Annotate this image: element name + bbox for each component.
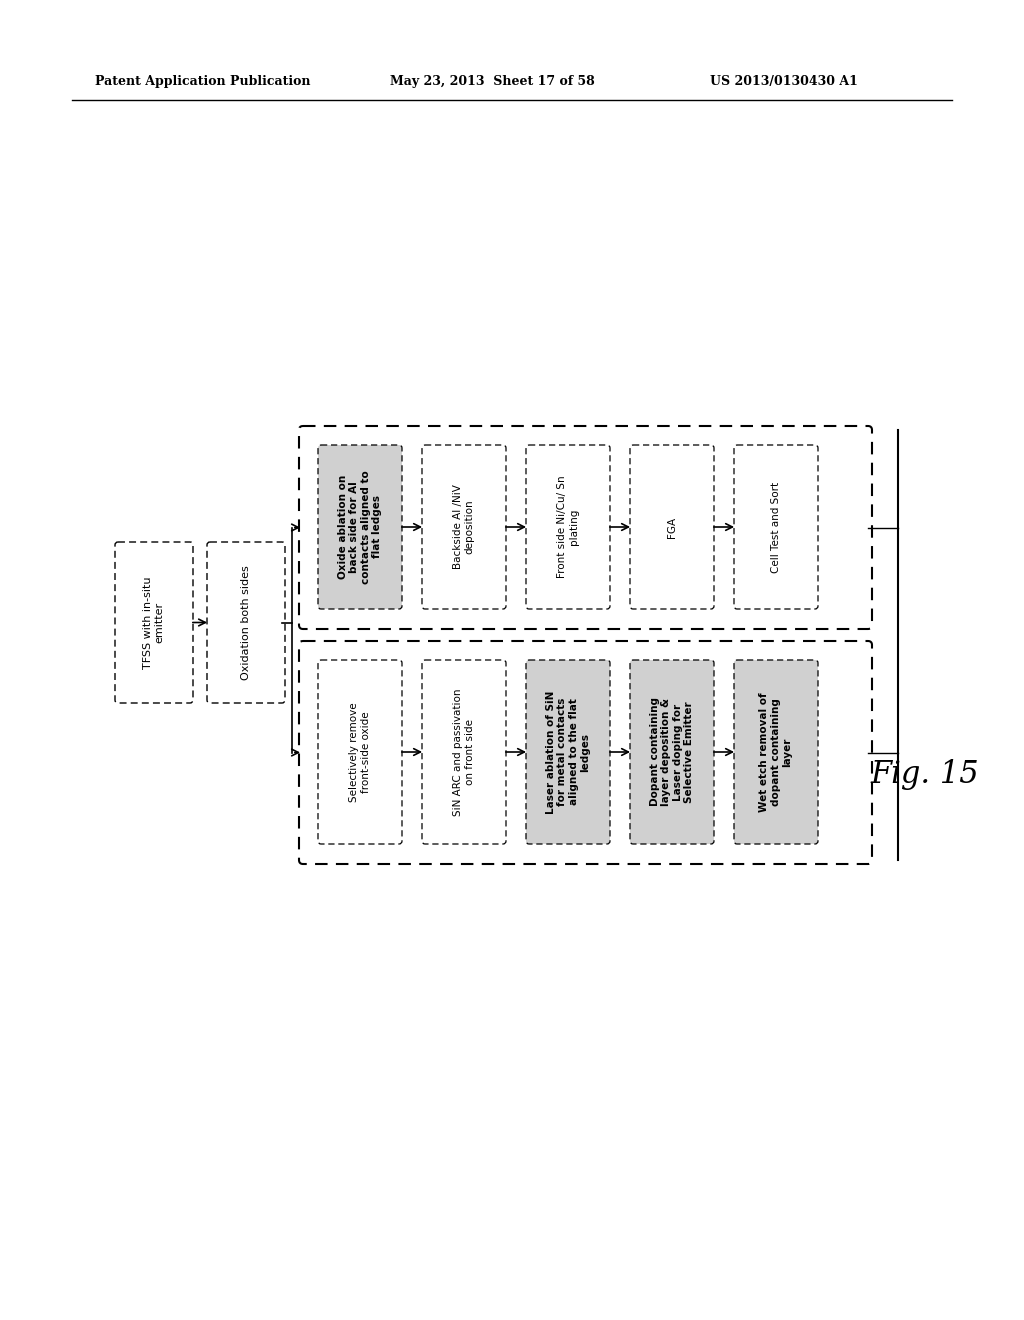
FancyBboxPatch shape (422, 445, 506, 609)
FancyBboxPatch shape (630, 445, 714, 609)
FancyBboxPatch shape (630, 660, 714, 843)
Text: US 2013/0130430 A1: US 2013/0130430 A1 (710, 75, 858, 88)
Text: Oxidation both sides: Oxidation both sides (241, 565, 251, 680)
FancyBboxPatch shape (526, 445, 610, 609)
Text: Dopant containing
layer deposition &
Laser doping for
Selective Emitter: Dopant containing layer deposition & Las… (649, 697, 694, 807)
FancyBboxPatch shape (526, 660, 610, 843)
Text: Backside Al /NiV
deposition: Backside Al /NiV deposition (454, 484, 475, 569)
Text: Fig. 15: Fig. 15 (870, 759, 979, 791)
FancyBboxPatch shape (734, 445, 818, 609)
Text: SiN ARC and passivation
on front side: SiN ARC and passivation on front side (454, 688, 475, 816)
Text: Selectively remove
front-side oxide: Selectively remove front-side oxide (349, 702, 371, 801)
Text: Wet etch removal of
dopant containing
layer: Wet etch removal of dopant containing la… (760, 692, 793, 812)
Text: Cell Test and Sort: Cell Test and Sort (771, 482, 781, 573)
Text: Front side Ni/Cu/ Sn
plating: Front side Ni/Cu/ Sn plating (557, 475, 579, 578)
FancyBboxPatch shape (734, 660, 818, 843)
FancyBboxPatch shape (318, 660, 402, 843)
FancyBboxPatch shape (318, 445, 402, 609)
Text: FGA: FGA (667, 516, 677, 537)
FancyBboxPatch shape (422, 660, 506, 843)
Text: TFSS with in-situ
emitter: TFSS with in-situ emitter (143, 577, 165, 669)
Text: Patent Application Publication: Patent Application Publication (95, 75, 310, 88)
FancyBboxPatch shape (207, 543, 285, 704)
Text: Oxide ablation on
back side for Al
contacts aligned to
flat ledges: Oxide ablation on back side for Al conta… (338, 470, 382, 583)
FancyBboxPatch shape (299, 426, 872, 630)
FancyBboxPatch shape (115, 543, 193, 704)
Text: Laser ablation of SiN
for metal contacts
aligned to the flat
ledges: Laser ablation of SiN for metal contacts… (546, 690, 591, 813)
Text: May 23, 2013  Sheet 17 of 58: May 23, 2013 Sheet 17 of 58 (390, 75, 595, 88)
FancyBboxPatch shape (299, 642, 872, 865)
